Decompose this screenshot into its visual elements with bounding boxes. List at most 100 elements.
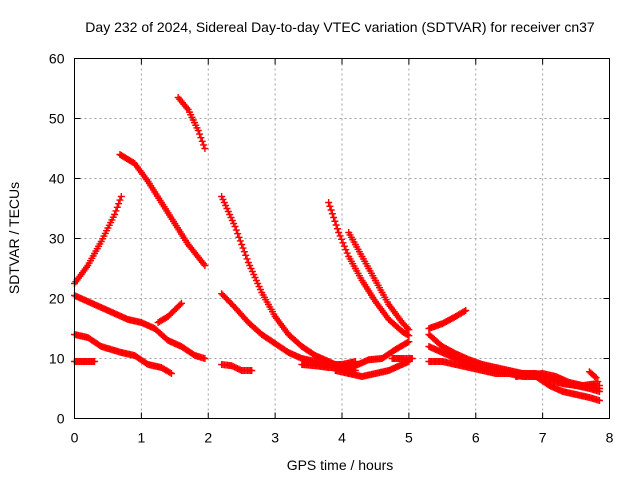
y-tick-label: 0	[57, 411, 65, 427]
data-point	[339, 239, 347, 247]
x-tick-label: 8	[606, 430, 614, 446]
data-point	[240, 248, 248, 256]
data-point	[117, 193, 125, 200]
data-point	[176, 301, 184, 309]
data-point	[200, 260, 208, 268]
data-point	[200, 141, 208, 149]
series-arc-k	[325, 199, 413, 340]
data-point	[232, 226, 240, 234]
data-point	[234, 230, 242, 238]
series-arc-e	[154, 299, 185, 326]
series-arc-j	[218, 361, 256, 374]
data-point	[594, 378, 602, 386]
data-point	[404, 324, 412, 332]
data-point	[592, 374, 600, 382]
data-point	[235, 233, 243, 241]
data-point	[333, 225, 341, 233]
data-point	[198, 137, 206, 145]
data-point	[405, 332, 413, 340]
x-axis-label: GPS time / hours	[287, 457, 394, 473]
data-point	[196, 130, 204, 138]
data-point	[404, 338, 412, 346]
data-point	[178, 299, 185, 307]
series-arc-p	[425, 307, 470, 332]
series-arc-i	[218, 290, 359, 368]
chart-title: Day 232 of 2024, Sidereal Day-to-day VTE…	[85, 19, 595, 35]
y-tick-label: 10	[49, 351, 65, 367]
x-tick-label: 4	[338, 430, 346, 446]
series-arc-g	[71, 358, 99, 365]
data-point	[91, 358, 99, 365]
data-point	[338, 235, 346, 243]
data-point	[335, 229, 343, 236]
series-arc-t	[512, 370, 600, 389]
x-tick-labels: 0 1 2 3 4 5 6 7 8	[71, 430, 614, 446]
data-point	[327, 206, 335, 214]
data-point	[116, 196, 124, 204]
data-point	[167, 370, 175, 377]
series-arc-a	[71, 193, 125, 287]
series-arc-m	[298, 338, 413, 371]
data-point	[197, 134, 205, 142]
data-point	[332, 221, 340, 229]
data-point	[328, 210, 336, 218]
data-point	[408, 355, 416, 362]
grid	[74, 58, 610, 419]
data-point	[343, 249, 351, 257]
data-point	[248, 367, 256, 374]
y-tick-label: 60	[49, 51, 65, 67]
data-point	[201, 262, 209, 269]
x-tick-label: 3	[271, 430, 279, 446]
data-point	[112, 207, 120, 215]
series-arc-h	[218, 193, 359, 374]
y-tick-label: 20	[49, 291, 65, 307]
series-arc-b	[116, 151, 209, 269]
data-point	[462, 307, 470, 314]
data-point	[238, 241, 246, 248]
series-arc-d	[71, 292, 209, 362]
x-tick-label: 0	[71, 430, 79, 446]
y-tick-labels: 0 10 20 30 40 50 60	[49, 51, 65, 427]
y-tick-label: 30	[49, 231, 65, 247]
series-arc-o	[388, 355, 416, 362]
data-point	[115, 200, 123, 208]
data-point	[591, 373, 599, 380]
series-arc-f	[71, 331, 175, 377]
y-tick-label: 40	[49, 171, 65, 187]
x-tick-label: 5	[405, 430, 413, 446]
data-point	[111, 211, 119, 218]
data-point	[242, 251, 250, 259]
data-point	[595, 382, 603, 389]
series-arc-l	[345, 229, 413, 334]
data-point	[194, 127, 202, 134]
data-point	[340, 242, 348, 250]
data-point	[243, 255, 251, 263]
y-tick-label: 50	[49, 111, 65, 127]
data-point	[342, 246, 350, 254]
data-point	[113, 203, 121, 211]
data-point	[166, 369, 174, 377]
data-point	[460, 307, 468, 315]
x-tick-label: 1	[137, 430, 145, 446]
data-point	[336, 232, 344, 240]
x-tick-label: 7	[539, 430, 547, 446]
data-point	[595, 388, 603, 395]
data-point	[325, 199, 333, 206]
data-point	[326, 202, 334, 210]
data-point	[404, 331, 412, 339]
series-arc-n	[331, 358, 413, 380]
data-point	[201, 145, 209, 152]
series-arc-c	[174, 94, 209, 152]
data-point	[595, 397, 603, 404]
data-point	[405, 326, 413, 334]
data-point	[405, 338, 413, 346]
x-tick-label: 2	[204, 430, 212, 446]
data-point	[331, 217, 339, 225]
data-point	[236, 237, 244, 245]
x-tick-label: 6	[472, 430, 480, 446]
series-arc-u	[585, 368, 603, 389]
y-axis-label: SDTVAR / TECUs	[6, 182, 22, 294]
data-point	[330, 214, 338, 221]
plot-frame	[74, 58, 610, 419]
